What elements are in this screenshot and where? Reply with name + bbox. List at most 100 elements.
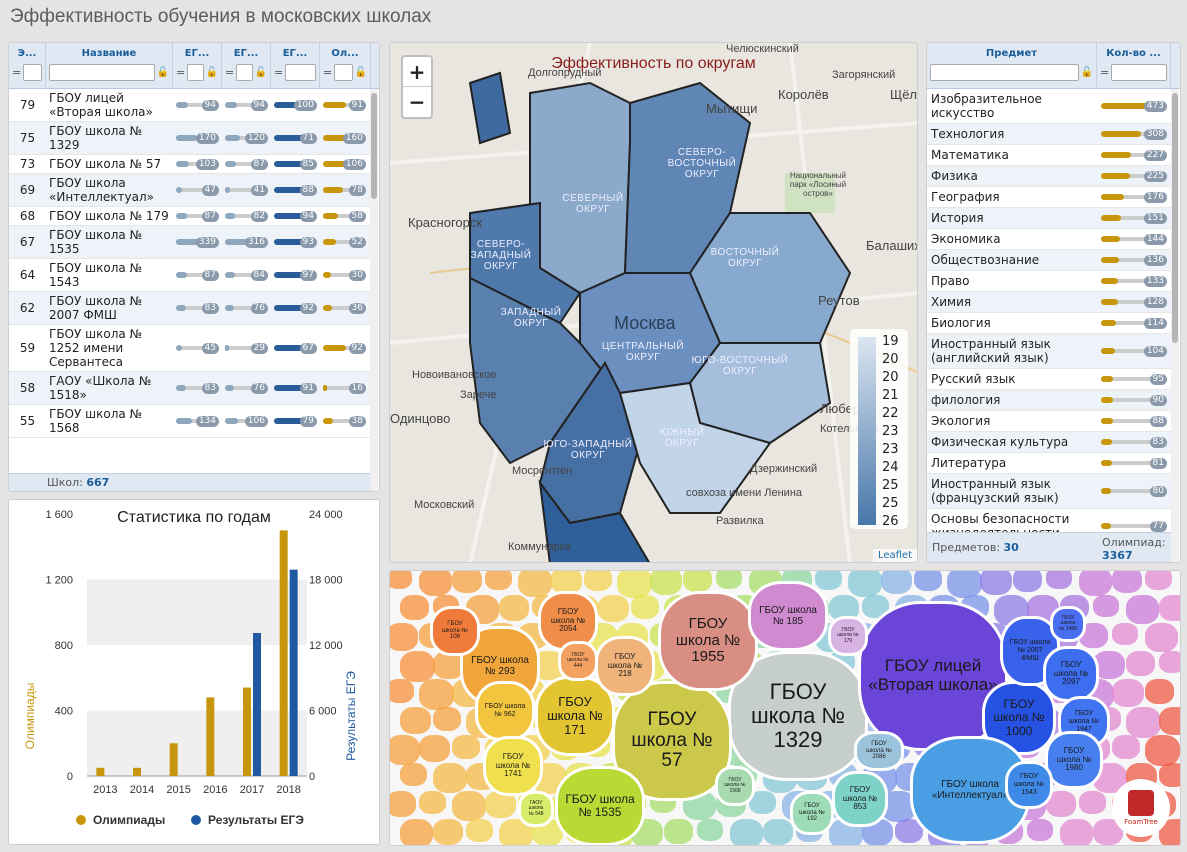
foam-small-cell[interactable] (390, 791, 416, 817)
foam-small-cell[interactable] (697, 819, 723, 841)
schools-foamtree[interactable]: ГБОУ школа № 1329 ГБОУ лицей «Вторая школ… (389, 570, 1181, 846)
list-item[interactable]: Литература 81 (927, 453, 1171, 474)
foam-small-cell[interactable] (1126, 707, 1161, 738)
foam-small-cell[interactable] (584, 571, 612, 591)
list-item[interactable]: Иностранный язык (английский язык) 104 (927, 334, 1171, 369)
foam-school-cell[interactable]: ГБОУ школа № 2086 (854, 731, 904, 771)
foam-small-cell[interactable] (390, 735, 420, 765)
zoom-in-button[interactable]: + (403, 57, 431, 87)
list-item[interactable]: Обществознание 136 (927, 250, 1171, 271)
foam-small-cell[interactable] (749, 791, 776, 814)
foam-small-cell[interactable] (1145, 571, 1172, 590)
foam-small-cell[interactable] (881, 571, 912, 594)
olympiads-filter-input[interactable] (334, 63, 353, 81)
table-row[interactable]: 64 ГБОУ школа № 1543 87 84 97 30 (9, 259, 371, 292)
lock-icon[interactable]: 🔓 (156, 66, 169, 78)
foam-small-cell[interactable] (1027, 819, 1053, 841)
list-item[interactable]: Физика 225 (927, 166, 1171, 187)
subjects-scrollbar[interactable] (1171, 89, 1179, 562)
table-row[interactable]: 59 ГБОУ школа № 1252 имени Сервантеса 45 29… (9, 325, 371, 372)
table-row[interactable]: 73 ГБОУ школа № 57 103 87 85 106 (9, 155, 371, 174)
foam-small-cell[interactable] (716, 571, 742, 589)
schools-scrollbar[interactable] (370, 89, 378, 491)
foam-small-cell[interactable] (390, 571, 412, 589)
list-item[interactable]: филология 90 (927, 390, 1171, 411)
foam-school-cell[interactable]: ГБОУ школа № 962 (475, 681, 535, 741)
list-item[interactable]: Экология 88 (927, 411, 1171, 432)
foam-small-cell[interactable] (433, 819, 463, 845)
ege2-filter-input[interactable] (236, 63, 253, 81)
foam-small-cell[interactable] (400, 819, 433, 845)
foam-small-cell[interactable] (664, 819, 693, 844)
foam-small-cell[interactable] (1079, 791, 1106, 814)
foam-school-cell[interactable]: ГБОУ школа № 444 (558, 641, 598, 681)
foam-small-cell[interactable] (763, 819, 793, 845)
foam-small-cell[interactable] (1013, 571, 1042, 592)
ege3-filter-input[interactable] (285, 63, 316, 81)
foam-school-cell[interactable]: ГАОУ школа № 548 (518, 791, 554, 827)
foam-school-cell[interactable]: ГБОУ школа № 179 (828, 616, 868, 656)
foamtree-logo[interactable]: FoamTree (1112, 779, 1170, 837)
column-ege-2[interactable]: ЕГ... = 🔓 (222, 43, 271, 88)
efficiency-filter-input[interactable] (23, 63, 42, 81)
foam-small-cell[interactable] (1112, 735, 1140, 759)
list-item[interactable]: Основы безопасности жизнедеятельности 77 (927, 509, 1171, 535)
list-item[interactable]: Экономика 144 (927, 229, 1171, 250)
foam-small-cell[interactable] (400, 595, 429, 620)
name-filter-input[interactable] (49, 63, 155, 81)
foam-small-cell[interactable] (433, 763, 467, 793)
list-item[interactable]: География 176 (927, 187, 1171, 208)
foam-small-cell[interactable] (466, 819, 493, 842)
foam-school-cell[interactable]: ГБОУ школа № 1955 (658, 591, 758, 691)
foam-school-cell[interactable]: ГБОУ школа № 1741 (483, 736, 543, 796)
foam-small-cell[interactable] (947, 571, 982, 598)
foam-small-cell[interactable] (1112, 623, 1138, 645)
foam-small-cell[interactable] (1159, 707, 1180, 735)
foam-small-cell[interactable] (452, 735, 480, 759)
foam-small-cell[interactable] (1145, 735, 1180, 766)
column-subject[interactable]: Предмет 🔓 (927, 43, 1097, 88)
count-filter-input[interactable] (1111, 63, 1167, 81)
foam-small-cell[interactable] (598, 595, 629, 622)
foam-small-cell[interactable] (419, 735, 450, 762)
list-item[interactable]: Биология 114 (927, 313, 1171, 334)
foam-small-cell[interactable] (390, 623, 418, 651)
foam-small-cell[interactable] (419, 679, 454, 710)
table-row[interactable]: 62 ГБОУ школа № 2007 ФМШ 83 76 92 36 (9, 292, 371, 325)
foam-small-cell[interactable] (400, 707, 431, 734)
foam-school-cell[interactable]: ГБОУ школа № 2097 (1043, 646, 1099, 702)
foam-small-cell[interactable] (1126, 651, 1155, 676)
list-item[interactable]: Технология 308 (927, 124, 1171, 145)
foam-school-cell[interactable]: ГБОУ школа № 1980 (1045, 731, 1103, 789)
foam-small-cell[interactable] (452, 571, 482, 593)
list-item[interactable]: Математика 227 (927, 145, 1171, 166)
table-row[interactable]: 58 ГАОУ «Школа № 1518» 83 76 91 16 (9, 372, 371, 405)
foam-small-cell[interactable] (419, 791, 446, 814)
list-item[interactable]: Русский язык 95 (927, 369, 1171, 390)
lock-icon[interactable]: 🔓 (354, 66, 367, 78)
foam-small-cell[interactable] (433, 707, 461, 731)
table-row[interactable]: 75 ГБОУ школа № 1329 170 120 71 160 (9, 122, 371, 155)
foam-small-cell[interactable] (1159, 819, 1180, 845)
lock-icon[interactable]: 🔓 (205, 66, 218, 78)
list-item[interactable]: История 151 (927, 208, 1171, 229)
foam-school-cell[interactable]: ГБОУ школа № 2054 (538, 591, 598, 651)
foam-small-cell[interactable] (1079, 571, 1112, 596)
table-row[interactable]: 79 ГБОУ лицей «Вторая школа» 94 94 100 91 (9, 89, 371, 122)
foam-small-cell[interactable] (1145, 623, 1178, 652)
foam-small-cell[interactable] (1093, 595, 1119, 617)
ege1-filter-input[interactable] (187, 63, 204, 81)
foam-small-cell[interactable] (914, 571, 942, 591)
foam-school-cell[interactable]: ГБОУ школа № 1468 (1050, 606, 1086, 642)
foam-small-cell[interactable] (1159, 763, 1180, 787)
foam-small-cell[interactable] (1112, 571, 1142, 593)
column-ege-1[interactable]: ЕГ... = 🔓 (173, 43, 222, 88)
foam-small-cell[interactable] (1060, 819, 1093, 845)
foam-small-cell[interactable] (617, 571, 652, 598)
list-item[interactable]: Право 133 (927, 271, 1171, 292)
column-olympiads[interactable]: Ол... = 🔓 (320, 43, 371, 88)
subject-filter-input[interactable] (930, 63, 1079, 81)
foam-school-cell[interactable]: ГБОУ школа № 109 (430, 606, 480, 656)
foam-small-cell[interactable] (1046, 571, 1072, 589)
table-row[interactable]: 67 ГБОУ школа № 1535 339 316 93 52 (9, 226, 371, 259)
